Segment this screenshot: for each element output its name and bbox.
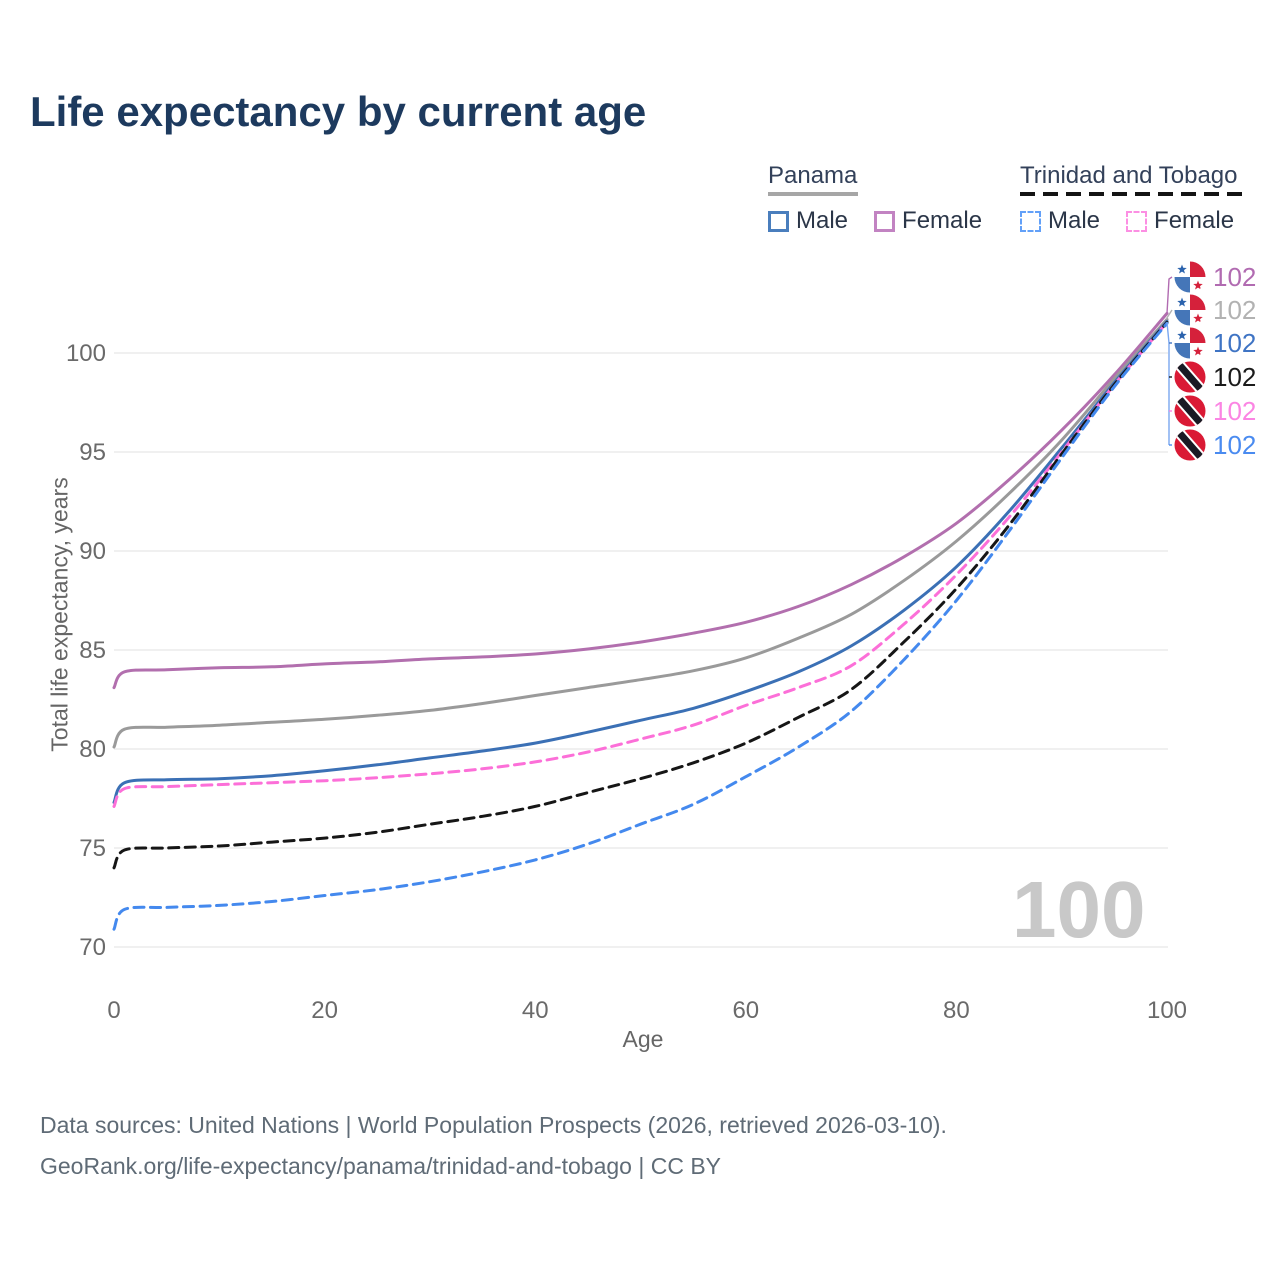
leader-line (1165, 309, 1173, 320)
age-frame-watermark: 100 (1012, 865, 1146, 954)
leader-bracket (1166, 322, 1170, 445)
series-line-panama-male[interactable] (112, 319, 1169, 804)
x-tick-label: 60 (732, 997, 759, 1024)
life-expectancy-value: 102 (1213, 361, 1257, 392)
footer: Data sources: United Nations | World Pop… (40, 1105, 947, 1187)
series-line-trinidad-and-tobago-male[interactable] (112, 321, 1169, 931)
series-line-trinidad-and-tobago-total[interactable] (112, 320, 1169, 870)
legend-swatch-tt-male[interactable] (1020, 210, 1041, 232)
legend-group-title-panama: Panama (768, 162, 858, 189)
trinidad-and-tobago-flag-icon (1174, 361, 1206, 393)
x-tick-label: 80 (943, 997, 970, 1024)
life-expectancy-value: 102 (1213, 429, 1257, 460)
series-end-label-row: 102 (1174, 360, 1256, 394)
legend-group-trinidad-and-tobago: Trinidad and Tobago Male Female (1020, 163, 1246, 235)
life-expectancy-value: 102 (1213, 261, 1257, 292)
series-end-label-row: 102 (1174, 428, 1256, 462)
footer-data-sources: Data sources: United Nations | World Pop… (40, 1112, 947, 1138)
legend-label-tt-female[interactable]: Female (1154, 207, 1235, 234)
page-title: Life expectancy by current age (30, 88, 647, 135)
life-expectancy-value: 102 (1213, 395, 1257, 426)
x-tick-label: 100 (1147, 997, 1187, 1024)
panama-flag-icon (1174, 261, 1206, 293)
x-axis-title: Age (622, 1026, 664, 1052)
series-line-panama-total[interactable] (112, 317, 1169, 749)
x-tick-label: 40 (522, 997, 549, 1024)
legend-group-panama: Panama Male Female (768, 163, 982, 235)
series-end-label-row: 102 (1174, 260, 1256, 294)
panama-flag-icon (1174, 327, 1206, 359)
y-tick-label: 95 (79, 439, 106, 466)
life-expectancy-value: 102 (1213, 327, 1257, 358)
y-tick-label: 85 (79, 637, 106, 664)
y-axis-title: Total life expectancy, years (46, 477, 73, 752)
legend-swatch-tt-female[interactable] (1126, 210, 1148, 232)
series-end-label-row: 102 (1174, 394, 1256, 428)
life-expectancy-value: 102 (1213, 294, 1257, 325)
trinidad-and-tobago-flag-icon (1174, 395, 1206, 427)
leader-line (1166, 276, 1173, 314)
legend-label-panama-female[interactable]: Female (902, 207, 983, 234)
series-end-label-row: 102 (1174, 293, 1256, 327)
legend-swatch-panama-male[interactable] (768, 210, 789, 232)
series-line-trinidad-and-tobago-female[interactable] (112, 320, 1169, 808)
plot-area: 70 75 80 85 90 95 100 0 20 40 60 80 100 (66, 276, 1187, 1024)
x-tick-label: 0 (107, 997, 120, 1024)
x-tick-label: 20 (311, 997, 338, 1024)
legend-swatch-panama-female[interactable] (874, 210, 896, 232)
y-tick-label: 70 (79, 934, 106, 961)
series-end-label-row: 102 (1174, 326, 1256, 360)
y-tick-label: 75 (79, 835, 106, 862)
panama-flag-icon (1174, 294, 1206, 326)
y-tick-label: 100 (66, 340, 106, 367)
series-line-panama-female[interactable] (112, 311, 1169, 690)
y-tick-label: 90 (79, 538, 106, 565)
legend-underline-panama (768, 192, 858, 196)
legend-label-panama-male[interactable]: Male (796, 207, 849, 234)
legend-label-tt-male[interactable]: Male (1048, 207, 1101, 234)
trinidad-and-tobago-flag-icon (1174, 429, 1206, 461)
legend-underline-trinidad-and-tobago (1020, 192, 1246, 196)
footer-attribution: GeoRank.org/life-expectancy/panama/trini… (40, 1153, 722, 1179)
y-tick-label: 80 (79, 736, 106, 763)
legend-group-title-trinidad-and-tobago: Trinidad and Tobago (1020, 162, 1238, 189)
